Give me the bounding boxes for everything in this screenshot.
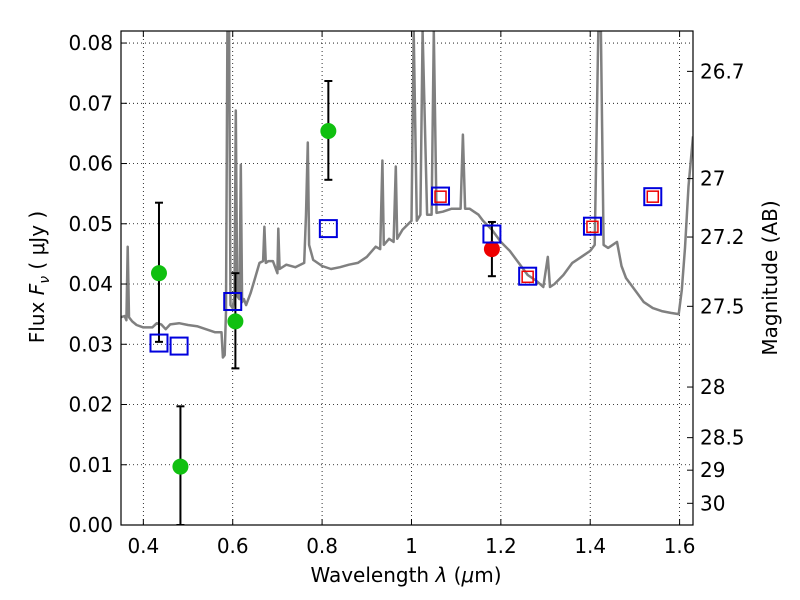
y-tick-label: 0.00 [68,513,113,537]
tick-marks [121,31,693,526]
model-square [223,291,243,311]
x-axis-label: Wavelength λ (μm) [310,563,501,587]
y2-axis-label: Magnitude (AB) [758,200,782,355]
marker-layer [149,123,663,475]
grid-lines [121,31,693,526]
y2-tick-label: 28.5 [700,426,745,450]
photometry-point [320,123,337,140]
x-tick-label: 1.6 [664,534,696,558]
x-tick-label: 1.2 [485,534,517,558]
y2-tick-label: 30 [700,491,725,515]
x-tick-label: 1 [405,534,418,558]
plot-frame [120,30,694,526]
y2-tick-labels: 26.7 27 27.2 27.5 28 28.5 29 30 [700,59,745,515]
y2-tick-label: 27.5 [700,294,745,318]
y-tick-label: 0.07 [68,91,113,115]
model-square-inner [586,220,599,234]
y-tick-label: 0.04 [68,272,113,296]
y2-tick-label: 27.2 [700,225,745,249]
y-tick-label: 0.05 [68,212,113,236]
y-axis-label: Flux Fν ( μJy ) [25,211,53,343]
y2-tick-label: 29 [700,458,725,482]
y-tick-labels: 0.00 0.01 0.02 0.03 0.04 0.05 0.06 0.07 0.08 [68,31,113,537]
model-square [318,219,338,239]
y2-tick-label: 28 [700,375,725,399]
y-tick-label: 0.01 [68,453,113,477]
x-tick-label: 1.4 [574,534,606,558]
model-square [518,266,538,286]
model-square [643,187,663,207]
x-tick-label: 0.6 [217,534,249,558]
photometry-point [172,458,189,475]
model-square [482,224,502,244]
model-square-inner [646,190,660,203]
errorbar-layer [154,80,496,525]
x-tick-label: 0.8 [306,534,338,558]
y-tick-label: 0.06 [68,152,113,176]
model-square [149,333,169,353]
photometry-point [150,265,167,282]
model-square-inner [521,270,534,284]
model-square [582,216,602,236]
photometry-point [483,241,500,258]
y-tick-label: 0.03 [68,332,113,356]
model-square [431,186,451,206]
spectrum-line [121,31,693,359]
y-tick-label: 0.02 [68,393,113,417]
model-square-inner [434,190,447,203]
spectrum-layer [121,31,693,359]
y2-tick-label: 27 [700,167,725,191]
photometry-point [227,313,244,330]
x-tick-label: 0.4 [127,534,159,558]
model-square [169,336,189,356]
y-tick-label: 0.08 [68,31,113,55]
y2-tick-label: 26.7 [700,59,745,83]
x-tick-labels: 0.4 0.6 0.8 1 1.2 1.4 1.6 [127,534,695,558]
